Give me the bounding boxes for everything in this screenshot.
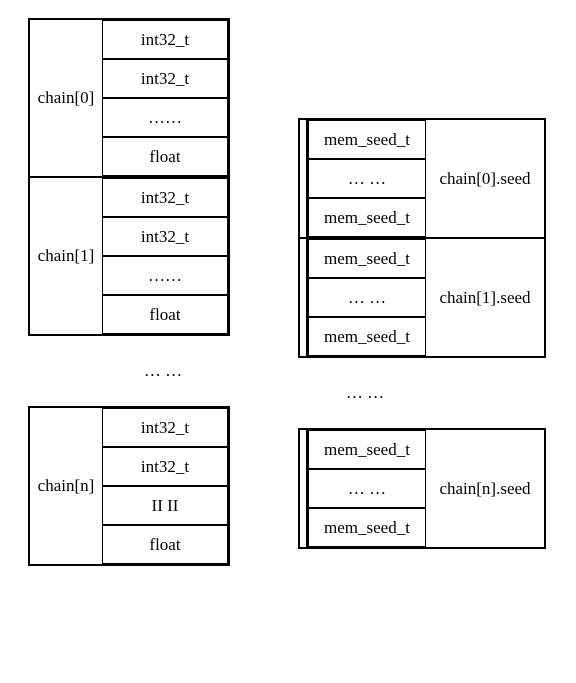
right-gap-label: … … [306, 358, 424, 428]
left-cell: int32_t [102, 447, 228, 486]
left-gap: … … [28, 336, 230, 406]
right-cell: mem_seed_t [308, 120, 426, 159]
right-cell: mem_seed_t [308, 508, 426, 547]
left-cell: int32_t [102, 178, 228, 217]
right-memory-layout: mem_seed_t … … mem_seed_t chain[0].seed … [298, 118, 546, 549]
right-block-0-cells: mem_seed_t … … mem_seed_t [308, 120, 426, 237]
left-cell: float [102, 525, 228, 564]
right-cell: … … [308, 159, 426, 198]
right-block-0-label: chain[0].seed [426, 120, 544, 237]
right-block-1-label: chain[1].seed [426, 239, 544, 356]
right-block-0: mem_seed_t … … mem_seed_t chain[0].seed [298, 118, 546, 239]
right-cell: mem_seed_t [308, 239, 426, 278]
left-memory-layout: chain[0] int32_t int32_t …… float chain[… [28, 18, 230, 566]
right-block-n-bar [300, 430, 308, 547]
right-cell: mem_seed_t [308, 198, 426, 237]
left-block-n-cells: int32_t int32_t II II float [102, 408, 228, 564]
right-block-1-bar [300, 239, 308, 356]
left-block-1: chain[1] int32_t int32_t …… float [28, 176, 230, 336]
left-cell: int32_t [102, 217, 228, 256]
right-cell: mem_seed_t [308, 317, 426, 356]
left-block-n: chain[n] int32_t int32_t II II float [28, 406, 230, 566]
left-cell: float [102, 295, 228, 334]
right-gap: … … [298, 358, 546, 428]
right-cell: mem_seed_t [308, 430, 426, 469]
right-cell: … … [308, 469, 426, 508]
left-cell: II II [102, 486, 228, 525]
left-cell: …… [102, 98, 228, 137]
left-block-0-cells: int32_t int32_t …… float [102, 20, 228, 176]
left-gap-label: … … [100, 336, 226, 406]
left-cell: int32_t [102, 20, 228, 59]
left-cell: int32_t [102, 59, 228, 98]
left-cell: float [102, 137, 228, 176]
right-block-1: mem_seed_t … … mem_seed_t chain[1].seed [298, 237, 546, 358]
left-block-0-label: chain[0] [30, 20, 102, 176]
right-block-n-label: chain[n].seed [426, 430, 544, 547]
right-block-1-cells: mem_seed_t … … mem_seed_t [308, 239, 426, 356]
right-block-0-bar [300, 120, 308, 237]
left-block-1-cells: int32_t int32_t …… float [102, 178, 228, 334]
right-cell: … … [308, 278, 426, 317]
right-block-n-cells: mem_seed_t … … mem_seed_t [308, 430, 426, 547]
left-block-0: chain[0] int32_t int32_t …… float [28, 18, 230, 178]
right-block-n: mem_seed_t … … mem_seed_t chain[n].seed [298, 428, 546, 549]
left-block-n-label: chain[n] [30, 408, 102, 564]
left-cell: …… [102, 256, 228, 295]
left-cell: int32_t [102, 408, 228, 447]
left-block-1-label: chain[1] [30, 178, 102, 334]
